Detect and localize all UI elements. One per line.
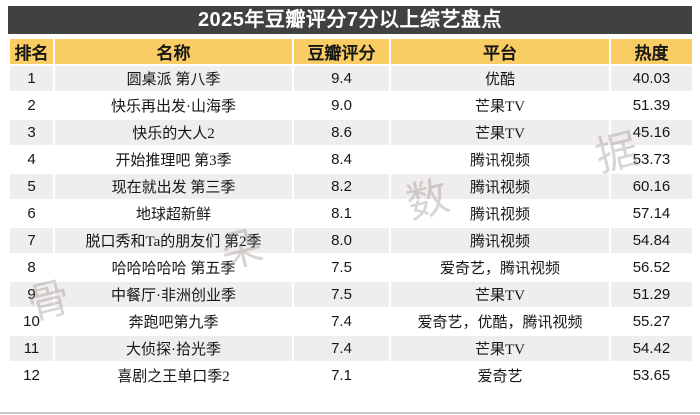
cell-heat: 53.73 — [609, 145, 694, 174]
cell-rank: 7 — [8, 226, 55, 255]
cell-platform: 爱奇艺，优酷，腾讯视频 — [389, 307, 611, 336]
cell-score: 7.1 — [292, 361, 391, 390]
cell-heat: 45.16 — [609, 118, 694, 147]
cell-heat: 56.52 — [609, 253, 694, 282]
cell-score: 8.6 — [292, 118, 391, 147]
table-row: 5 现在就出发 第三季 8.2 腾讯视频 60.16 — [8, 172, 694, 201]
table-body: 1 圆桌派 第八季 9.4 优酷 40.03 2 快乐再出发·山海季 9.0 芒果TV 51.39… — [8, 64, 694, 390]
table-row: 3 快乐的大人2 8.6 芒果TV 45.16 — [8, 118, 694, 147]
cell-platform: 芒果TV — [389, 118, 611, 147]
cell-heat: 54.84 — [609, 226, 694, 255]
table-row: 11 大侦探·拾光季 7.4 芒果TV 54.42 — [8, 334, 694, 363]
cell-heat: 53.65 — [609, 361, 694, 390]
cell-name: 中餐厅·非洲创业季 — [53, 280, 294, 309]
ranking-table: 排名 名称 豆瓣评分 平台 热度 1 圆桌派 第八季 9.4 优酷 40.03 2 快乐再出… — [8, 37, 694, 390]
cell-rank: 3 — [8, 118, 55, 147]
cell-platform: 芒果TV — [389, 280, 611, 309]
cell-platform: 芒果TV — [389, 334, 611, 363]
cell-name: 哈哈哈哈哈 第五季 — [53, 253, 294, 282]
table-row: 8 哈哈哈哈哈 第五季 7.5 爱奇艺，腾讯视频 56.52 — [8, 253, 694, 282]
table-row: 10 奔跑吧第九季 7.4 爱奇艺，优酷，腾讯视频 55.27 — [8, 307, 694, 336]
header-row: 排名 名称 豆瓣评分 平台 热度 — [8, 37, 694, 66]
cell-name: 奔跑吧第九季 — [53, 307, 294, 336]
cell-score: 8.1 — [292, 199, 391, 228]
cell-score: 7.4 — [292, 334, 391, 363]
cell-heat: 60.16 — [609, 172, 694, 201]
cell-rank: 11 — [8, 334, 55, 363]
table-row: 9 中餐厅·非洲创业季 7.5 芒果TV 51.29 — [8, 280, 694, 309]
cell-heat: 51.39 — [609, 91, 694, 120]
cell-score: 7.5 — [292, 253, 391, 282]
cell-score: 8.4 — [292, 145, 391, 174]
cell-score: 9.4 — [292, 64, 391, 93]
table-row: 2 快乐再出发·山海季 9.0 芒果TV 51.39 — [8, 91, 694, 120]
cell-name: 喜剧之王单口季2 — [53, 361, 294, 390]
cell-score: 9.0 — [292, 91, 391, 120]
table-row: 7 脱口秀和Ta的朋友们 第2季 8.0 腾讯视频 54.84 — [8, 226, 694, 255]
column-header-rank: 排名 — [8, 37, 55, 66]
table-row: 4 开始推理吧 第3季 8.4 腾讯视频 53.73 — [8, 145, 694, 174]
cell-platform: 优酷 — [389, 64, 611, 93]
cell-rank: 9 — [8, 280, 55, 309]
cell-rank: 2 — [8, 91, 55, 120]
page-title: 2025年豆瓣评分7分以上综艺盘点 — [8, 6, 692, 34]
table-row: 1 圆桌派 第八季 9.4 优酷 40.03 — [8, 64, 694, 93]
cell-rank: 1 — [8, 64, 55, 93]
cell-name: 快乐的大人2 — [53, 118, 294, 147]
cell-name: 大侦探·拾光季 — [53, 334, 294, 363]
cell-rank: 6 — [8, 199, 55, 228]
cell-name: 开始推理吧 第3季 — [53, 145, 294, 174]
bottom-divider — [0, 412, 700, 414]
cell-platform: 爱奇艺，腾讯视频 — [389, 253, 611, 282]
table-row: 6 地球超新鲜 8.1 腾讯视频 57.14 — [8, 199, 694, 228]
cell-platform: 芒果TV — [389, 91, 611, 120]
cell-rank: 12 — [8, 361, 55, 390]
column-header-score: 豆瓣评分 — [292, 37, 391, 66]
table-panel: 2025年豆瓣评分7分以上综艺盘点 排名 名称 豆瓣评分 平台 热度 1 圆桌派 … — [8, 6, 694, 390]
cell-rank: 10 — [8, 307, 55, 336]
cell-platform: 腾讯视频 — [389, 145, 611, 174]
cell-platform: 腾讯视频 — [389, 226, 611, 255]
column-header-heat: 热度 — [609, 37, 694, 66]
column-header-platform: 平台 — [389, 37, 611, 66]
cell-name: 脱口秀和Ta的朋友们 第2季 — [53, 226, 294, 255]
cell-score: 7.5 — [292, 280, 391, 309]
cell-heat: 40.03 — [609, 64, 694, 93]
cell-platform: 爱奇艺 — [389, 361, 611, 390]
cell-rank: 8 — [8, 253, 55, 282]
table-row: 12 喜剧之王单口季2 7.1 爱奇艺 53.65 — [8, 361, 694, 390]
cell-rank: 4 — [8, 145, 55, 174]
cell-heat: 55.27 — [609, 307, 694, 336]
cell-score: 8.2 — [292, 172, 391, 201]
cell-name: 地球超新鲜 — [53, 199, 294, 228]
cell-heat: 57.14 — [609, 199, 694, 228]
cell-score: 7.4 — [292, 307, 391, 336]
cell-name: 现在就出发 第三季 — [53, 172, 294, 201]
cell-platform: 腾讯视频 — [389, 199, 611, 228]
cell-heat: 51.29 — [609, 280, 694, 309]
cell-score: 8.0 — [292, 226, 391, 255]
cell-heat: 54.42 — [609, 334, 694, 363]
cell-platform: 腾讯视频 — [389, 172, 611, 201]
cell-name: 快乐再出发·山海季 — [53, 91, 294, 120]
cell-name: 圆桌派 第八季 — [53, 64, 294, 93]
cell-rank: 5 — [8, 172, 55, 201]
column-header-name: 名称 — [53, 37, 294, 66]
